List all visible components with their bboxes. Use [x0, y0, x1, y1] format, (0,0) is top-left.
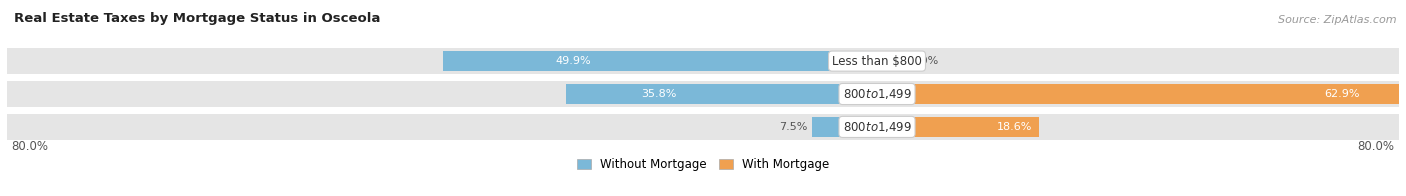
Text: $800 to $1,499: $800 to $1,499 [842, 120, 911, 134]
Text: 80.0%: 80.0% [1358, 140, 1395, 153]
Text: Real Estate Taxes by Mortgage Status in Osceola: Real Estate Taxes by Mortgage Status in … [14, 12, 380, 25]
Bar [877, 117, 1039, 137]
Bar [7, 114, 1399, 140]
Text: $800 to $1,499: $800 to $1,499 [842, 87, 911, 101]
Text: 7.5%: 7.5% [779, 122, 807, 132]
Text: 49.9%: 49.9% [555, 56, 591, 66]
Bar [443, 51, 877, 71]
Text: 0.0%: 0.0% [910, 56, 938, 66]
Text: Source: ZipAtlas.com: Source: ZipAtlas.com [1278, 15, 1396, 25]
Bar [7, 48, 1399, 74]
Bar [7, 81, 1399, 107]
Text: 18.6%: 18.6% [997, 122, 1032, 132]
Bar [811, 117, 877, 137]
Bar [565, 84, 877, 104]
Bar [877, 51, 903, 71]
Legend: Without Mortgage, With Mortgage: Without Mortgage, With Mortgage [572, 153, 834, 175]
Bar [877, 84, 1406, 104]
Text: 62.9%: 62.9% [1324, 89, 1360, 99]
Text: Less than $800: Less than $800 [832, 55, 922, 68]
Text: 80.0%: 80.0% [11, 140, 48, 153]
Text: 35.8%: 35.8% [641, 89, 676, 99]
